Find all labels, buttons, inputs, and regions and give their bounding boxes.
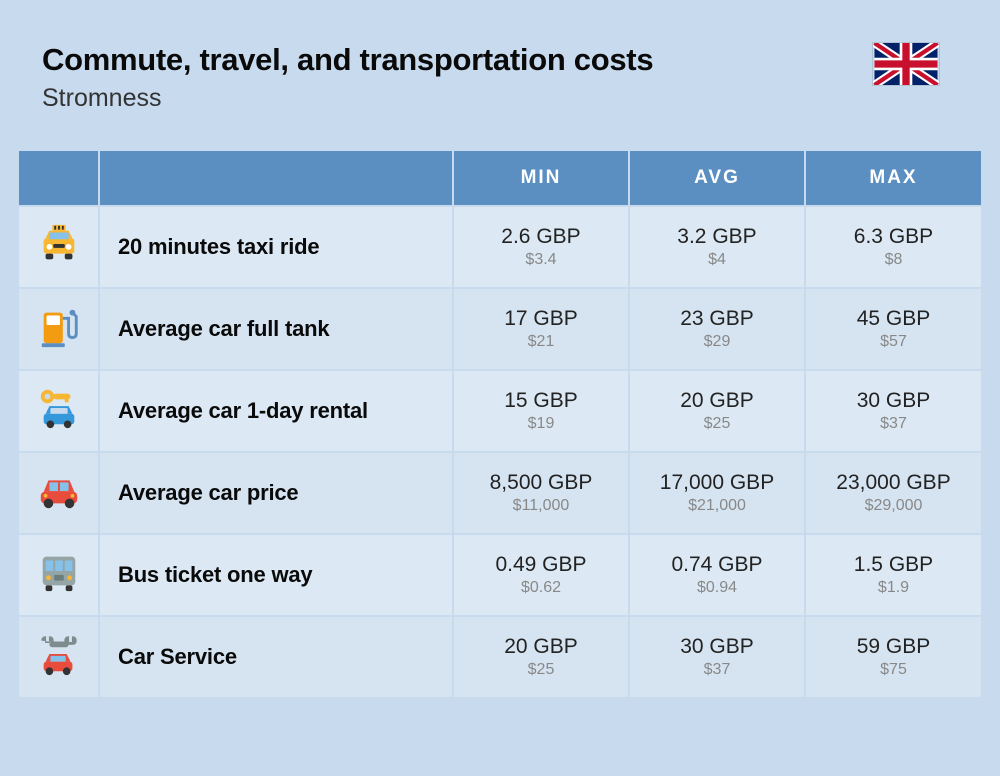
value-usd: $37 [636, 661, 798, 679]
value-gbp: 23,000 GBP [812, 471, 975, 495]
cell-avg: 0.74 GBP $0.94 [629, 534, 805, 616]
col-header-min: MIN [453, 151, 629, 206]
col-header-icon [19, 151, 99, 206]
cell-max: 30 GBP $37 [805, 370, 981, 452]
value-gbp: 3.2 GBP [636, 225, 798, 249]
value-gbp: 17,000 GBP [636, 471, 798, 495]
cell-avg: 3.2 GBP $4 [629, 206, 805, 288]
row-label: Bus ticket one way [99, 534, 453, 616]
value-gbp: 45 GBP [812, 307, 975, 331]
value-gbp: 20 GBP [636, 389, 798, 413]
value-usd: $25 [636, 415, 798, 433]
value-gbp: 30 GBP [636, 635, 798, 659]
value-gbp: 6.3 GBP [812, 225, 975, 249]
cell-max: 1.5 GBP $1.9 [805, 534, 981, 616]
cell-min: 8,500 GBP $11,000 [453, 452, 629, 534]
header-text-block: Commute, travel, and transportation cost… [42, 42, 653, 113]
cell-min: 20 GBP $25 [453, 616, 629, 698]
value-gbp: 0.49 GBP [460, 553, 622, 577]
bus-icon [19, 534, 99, 616]
value-gbp: 15 GBP [460, 389, 622, 413]
table-row: Bus ticket one way 0.49 GBP $0.62 0.74 GBP $… [19, 534, 981, 616]
page-title: Commute, travel, and transportation cost… [42, 42, 653, 78]
row-label: Car Service [99, 616, 453, 698]
value-usd: $11,000 [460, 497, 622, 515]
row-label: 20 minutes taxi ride [99, 206, 453, 288]
value-usd: $3.4 [460, 251, 622, 269]
uk-flag-icon [872, 42, 940, 86]
cell-min: 2.6 GBP $3.4 [453, 206, 629, 288]
taxi-icon [19, 206, 99, 288]
fuel-icon [19, 288, 99, 370]
row-label-text: Bus ticket one way [118, 562, 446, 588]
row-label: Average car full tank [99, 288, 453, 370]
page-subtitle: Stromness [42, 84, 653, 113]
row-label: Average car price [99, 452, 453, 534]
cell-avg: 20 GBP $25 [629, 370, 805, 452]
value-usd: $29 [636, 333, 798, 351]
value-usd: $0.62 [460, 579, 622, 597]
costs-table: MIN AVG MAX 20 minutes taxi ride 2.6 GBP $… [19, 151, 981, 699]
cell-avg: 23 GBP $29 [629, 288, 805, 370]
col-header-avg: AVG [629, 151, 805, 206]
page-header: Commute, travel, and transportation cost… [0, 0, 1000, 141]
value-usd: $8 [812, 251, 975, 269]
table-row: Average car full tank 17 GBP $21 23 GBP $29 4… [19, 288, 981, 370]
value-gbp: 0.74 GBP [636, 553, 798, 577]
value-gbp: 1.5 GBP [812, 553, 975, 577]
cell-avg: 30 GBP $37 [629, 616, 805, 698]
row-label: Average car 1-day rental [99, 370, 453, 452]
cell-max: 45 GBP $57 [805, 288, 981, 370]
value-gbp: 20 GBP [460, 635, 622, 659]
value-usd: $4 [636, 251, 798, 269]
table-row: Average car 1-day rental 15 GBP $19 20 GBP $… [19, 370, 981, 452]
cell-min: 15 GBP $19 [453, 370, 629, 452]
cell-avg: 17,000 GBP $21,000 [629, 452, 805, 534]
row-label-text: Average car price [118, 480, 446, 506]
value-usd: $29,000 [812, 497, 975, 515]
cell-min: 17 GBP $21 [453, 288, 629, 370]
value-usd: $75 [812, 661, 975, 679]
value-usd: $25 [460, 661, 622, 679]
col-header-label [99, 151, 453, 206]
row-label-text: 20 minutes taxi ride [118, 234, 446, 260]
row-label-text: Average car full tank [118, 316, 446, 342]
table-row: Average car price 8,500 GBP $11,000 17,000 … [19, 452, 981, 534]
value-gbp: 59 GBP [812, 635, 975, 659]
value-gbp: 23 GBP [636, 307, 798, 331]
value-gbp: 8,500 GBP [460, 471, 622, 495]
row-label-text: Average car 1-day rental [118, 398, 446, 424]
cell-min: 0.49 GBP $0.62 [453, 534, 629, 616]
value-usd: $21 [460, 333, 622, 351]
service-icon [19, 616, 99, 698]
value-usd: $37 [812, 415, 975, 433]
value-gbp: 2.6 GBP [460, 225, 622, 249]
table-header-row: MIN AVG MAX [19, 151, 981, 206]
value-usd: $57 [812, 333, 975, 351]
value-usd: $19 [460, 415, 622, 433]
cell-max: 6.3 GBP $8 [805, 206, 981, 288]
table-row: 20 minutes taxi ride 2.6 GBP $3.4 3.2 GBP $4… [19, 206, 981, 288]
value-usd: $1.9 [812, 579, 975, 597]
value-gbp: 30 GBP [812, 389, 975, 413]
table-row: Car Service 20 GBP $25 30 GBP $37 59 GBP $75 [19, 616, 981, 698]
value-gbp: 17 GBP [460, 307, 622, 331]
row-label-text: Car Service [118, 644, 446, 670]
value-usd: $0.94 [636, 579, 798, 597]
rental-icon [19, 370, 99, 452]
car-icon [19, 452, 99, 534]
cell-max: 23,000 GBP $29,000 [805, 452, 981, 534]
value-usd: $21,000 [636, 497, 798, 515]
col-header-max: MAX [805, 151, 981, 206]
cell-max: 59 GBP $75 [805, 616, 981, 698]
